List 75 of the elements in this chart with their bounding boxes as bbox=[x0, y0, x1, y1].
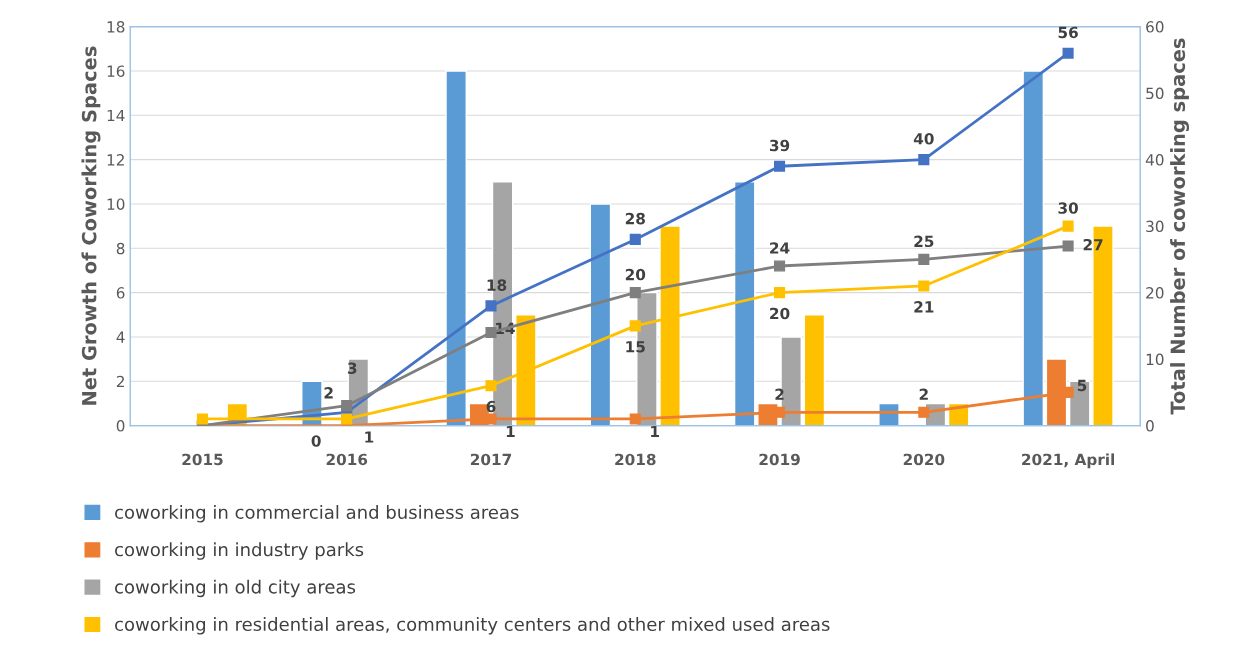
point bbox=[629, 413, 641, 425]
x-tick-label: 2017 bbox=[470, 453, 512, 466]
data-label: 30 bbox=[1058, 202, 1078, 214]
y2-tick-label: 20 bbox=[1146, 287, 1164, 299]
point bbox=[485, 300, 497, 312]
y2-tick-label: 10 bbox=[1146, 353, 1164, 366]
bar bbox=[589, 203, 612, 426]
point bbox=[918, 406, 930, 418]
y2-tick-label: 30 bbox=[1146, 220, 1164, 233]
data-label: 2 bbox=[775, 388, 784, 400]
legend-label: coworking in industry parks bbox=[115, 542, 364, 560]
point bbox=[918, 154, 930, 166]
point bbox=[196, 413, 209, 425]
x-tick-label: 2018 bbox=[615, 453, 656, 466]
y-tick-label: 16 bbox=[107, 65, 125, 77]
bar bbox=[445, 70, 467, 426]
bar bbox=[733, 181, 756, 426]
point bbox=[1062, 220, 1074, 232]
y-tick-label: 10 bbox=[107, 198, 125, 210]
point bbox=[341, 413, 353, 425]
data-label: 56 bbox=[1058, 26, 1078, 39]
data-label: 40 bbox=[913, 133, 934, 145]
legend-label: coworking in old city areas bbox=[115, 579, 356, 598]
y-tick-label: 6 bbox=[116, 287, 125, 299]
data-label: 1 bbox=[506, 425, 515, 438]
y-tick-label: 2 bbox=[116, 375, 124, 388]
data-label: 20 bbox=[770, 307, 790, 320]
point bbox=[918, 253, 930, 265]
point bbox=[629, 320, 641, 332]
y-tick-label: 12 bbox=[107, 154, 124, 166]
y-tick-label: 14 bbox=[107, 109, 125, 122]
legend-label: coworking in residential areas, community centers and other mixed used areas bbox=[115, 617, 830, 635]
y2-tick-label: 0 bbox=[1146, 420, 1154, 432]
y2-tick-label: 60 bbox=[1146, 21, 1164, 33]
x-tick-label: 2015 bbox=[182, 453, 223, 466]
y2-tick-label: 50 bbox=[1146, 87, 1164, 100]
legend-label: coworking in commercial and business areas bbox=[115, 505, 519, 523]
point bbox=[918, 280, 930, 292]
point bbox=[773, 287, 786, 299]
data-label: 39 bbox=[769, 139, 790, 152]
point bbox=[341, 400, 353, 412]
point bbox=[773, 160, 786, 172]
y-tick-label: 8 bbox=[116, 242, 125, 255]
x-tick-label: 2021, April bbox=[1022, 453, 1115, 469]
data-label: 20 bbox=[625, 268, 646, 281]
point bbox=[485, 380, 497, 392]
y-tick-label: 0 bbox=[116, 420, 125, 432]
point bbox=[1062, 240, 1074, 252]
y-tick-label: 4 bbox=[116, 331, 125, 343]
data-label: 5 bbox=[1077, 379, 1087, 392]
data-label: 25 bbox=[914, 235, 934, 248]
x-tick-label: 2016 bbox=[326, 453, 368, 466]
data-label: 24 bbox=[770, 242, 790, 254]
data-label: 0 bbox=[311, 435, 321, 447]
bar bbox=[1022, 70, 1045, 426]
y-tick-label: 18 bbox=[107, 21, 125, 33]
data-label: 2 bbox=[324, 387, 333, 399]
data-label: 21 bbox=[914, 301, 934, 313]
x-tick-label: 2020 bbox=[903, 453, 945, 466]
x-tick-label: 2019 bbox=[759, 453, 800, 466]
y2-axis-title: Total Number of coworking spaces bbox=[1170, 38, 1190, 415]
data-label: 15 bbox=[626, 341, 645, 353]
point bbox=[1062, 47, 1074, 59]
data-label: 2 bbox=[919, 388, 928, 400]
y-axis-title: Net Growth of Coworking Spaces bbox=[81, 46, 101, 405]
data-label: 6 bbox=[486, 400, 496, 413]
data-label: 1 bbox=[365, 431, 374, 443]
point bbox=[773, 260, 786, 272]
bar bbox=[803, 314, 826, 426]
data-label: 1 bbox=[651, 425, 659, 438]
point bbox=[485, 326, 497, 339]
point bbox=[629, 287, 641, 299]
y2-tick-label: 40 bbox=[1145, 154, 1164, 166]
data-label: 28 bbox=[625, 212, 645, 225]
point bbox=[629, 233, 641, 245]
